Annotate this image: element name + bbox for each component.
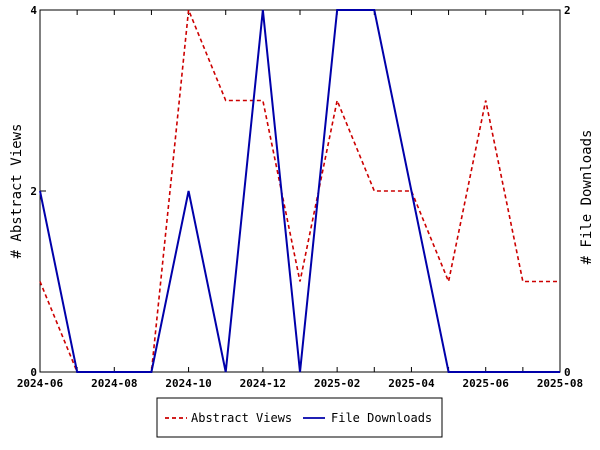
y-left-tick-label: 4 — [30, 4, 37, 17]
y-left-tick-label: 0 — [30, 366, 37, 379]
y-right-tick-label: 0 — [564, 366, 571, 379]
x-axis-ticks: 2024-06 2024-08 2024-10 2024-12 2025-02 2025-… — [17, 10, 583, 390]
x-tick-label: 2024-06 — [17, 377, 64, 390]
x-tick-label: 2024-08 — [91, 377, 137, 390]
x-tick-label: 2025-06 — [463, 377, 510, 390]
x-tick-label: 2025-02 — [314, 377, 360, 390]
series-lines — [39, 9, 560, 373]
legend: Abstract Views File Downloads — [156, 397, 443, 438]
y-axis-left-title: # Abstract Views — [9, 124, 25, 259]
plot-area-frame — [39, 9, 561, 373]
y-right-tick-label: 2 — [564, 4, 571, 17]
legend-label-file-downloads: File Downloads — [331, 411, 432, 425]
x-tick-label: 2025-08 — [537, 377, 583, 390]
legend-label-abstract-views: Abstract Views — [191, 411, 292, 425]
x-tick-label: 2024-12 — [240, 377, 286, 390]
legend-box — [156, 397, 443, 438]
x-tick-label: 2025-04 — [388, 377, 435, 390]
x-tick-label: 2024-10 — [165, 377, 211, 390]
y-axis-right-title: # File Downloads — [579, 130, 595, 265]
y-left-tick-label: 2 — [30, 185, 37, 198]
series-line-file-downloads — [39, 9, 560, 373]
